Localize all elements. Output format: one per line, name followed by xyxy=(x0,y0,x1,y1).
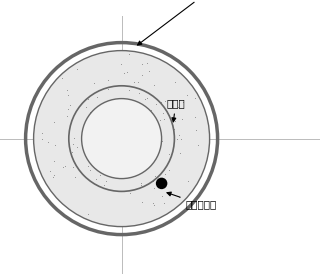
Text: 発熱線: 発熱線 xyxy=(166,98,185,122)
Circle shape xyxy=(34,51,210,227)
Circle shape xyxy=(82,99,162,179)
Text: 電気絶縁材: 電気絶縁材 xyxy=(167,192,217,209)
Circle shape xyxy=(156,178,167,189)
Text: 外側パイプ（Sheath）: 外側パイプ（Sheath） xyxy=(138,0,247,45)
